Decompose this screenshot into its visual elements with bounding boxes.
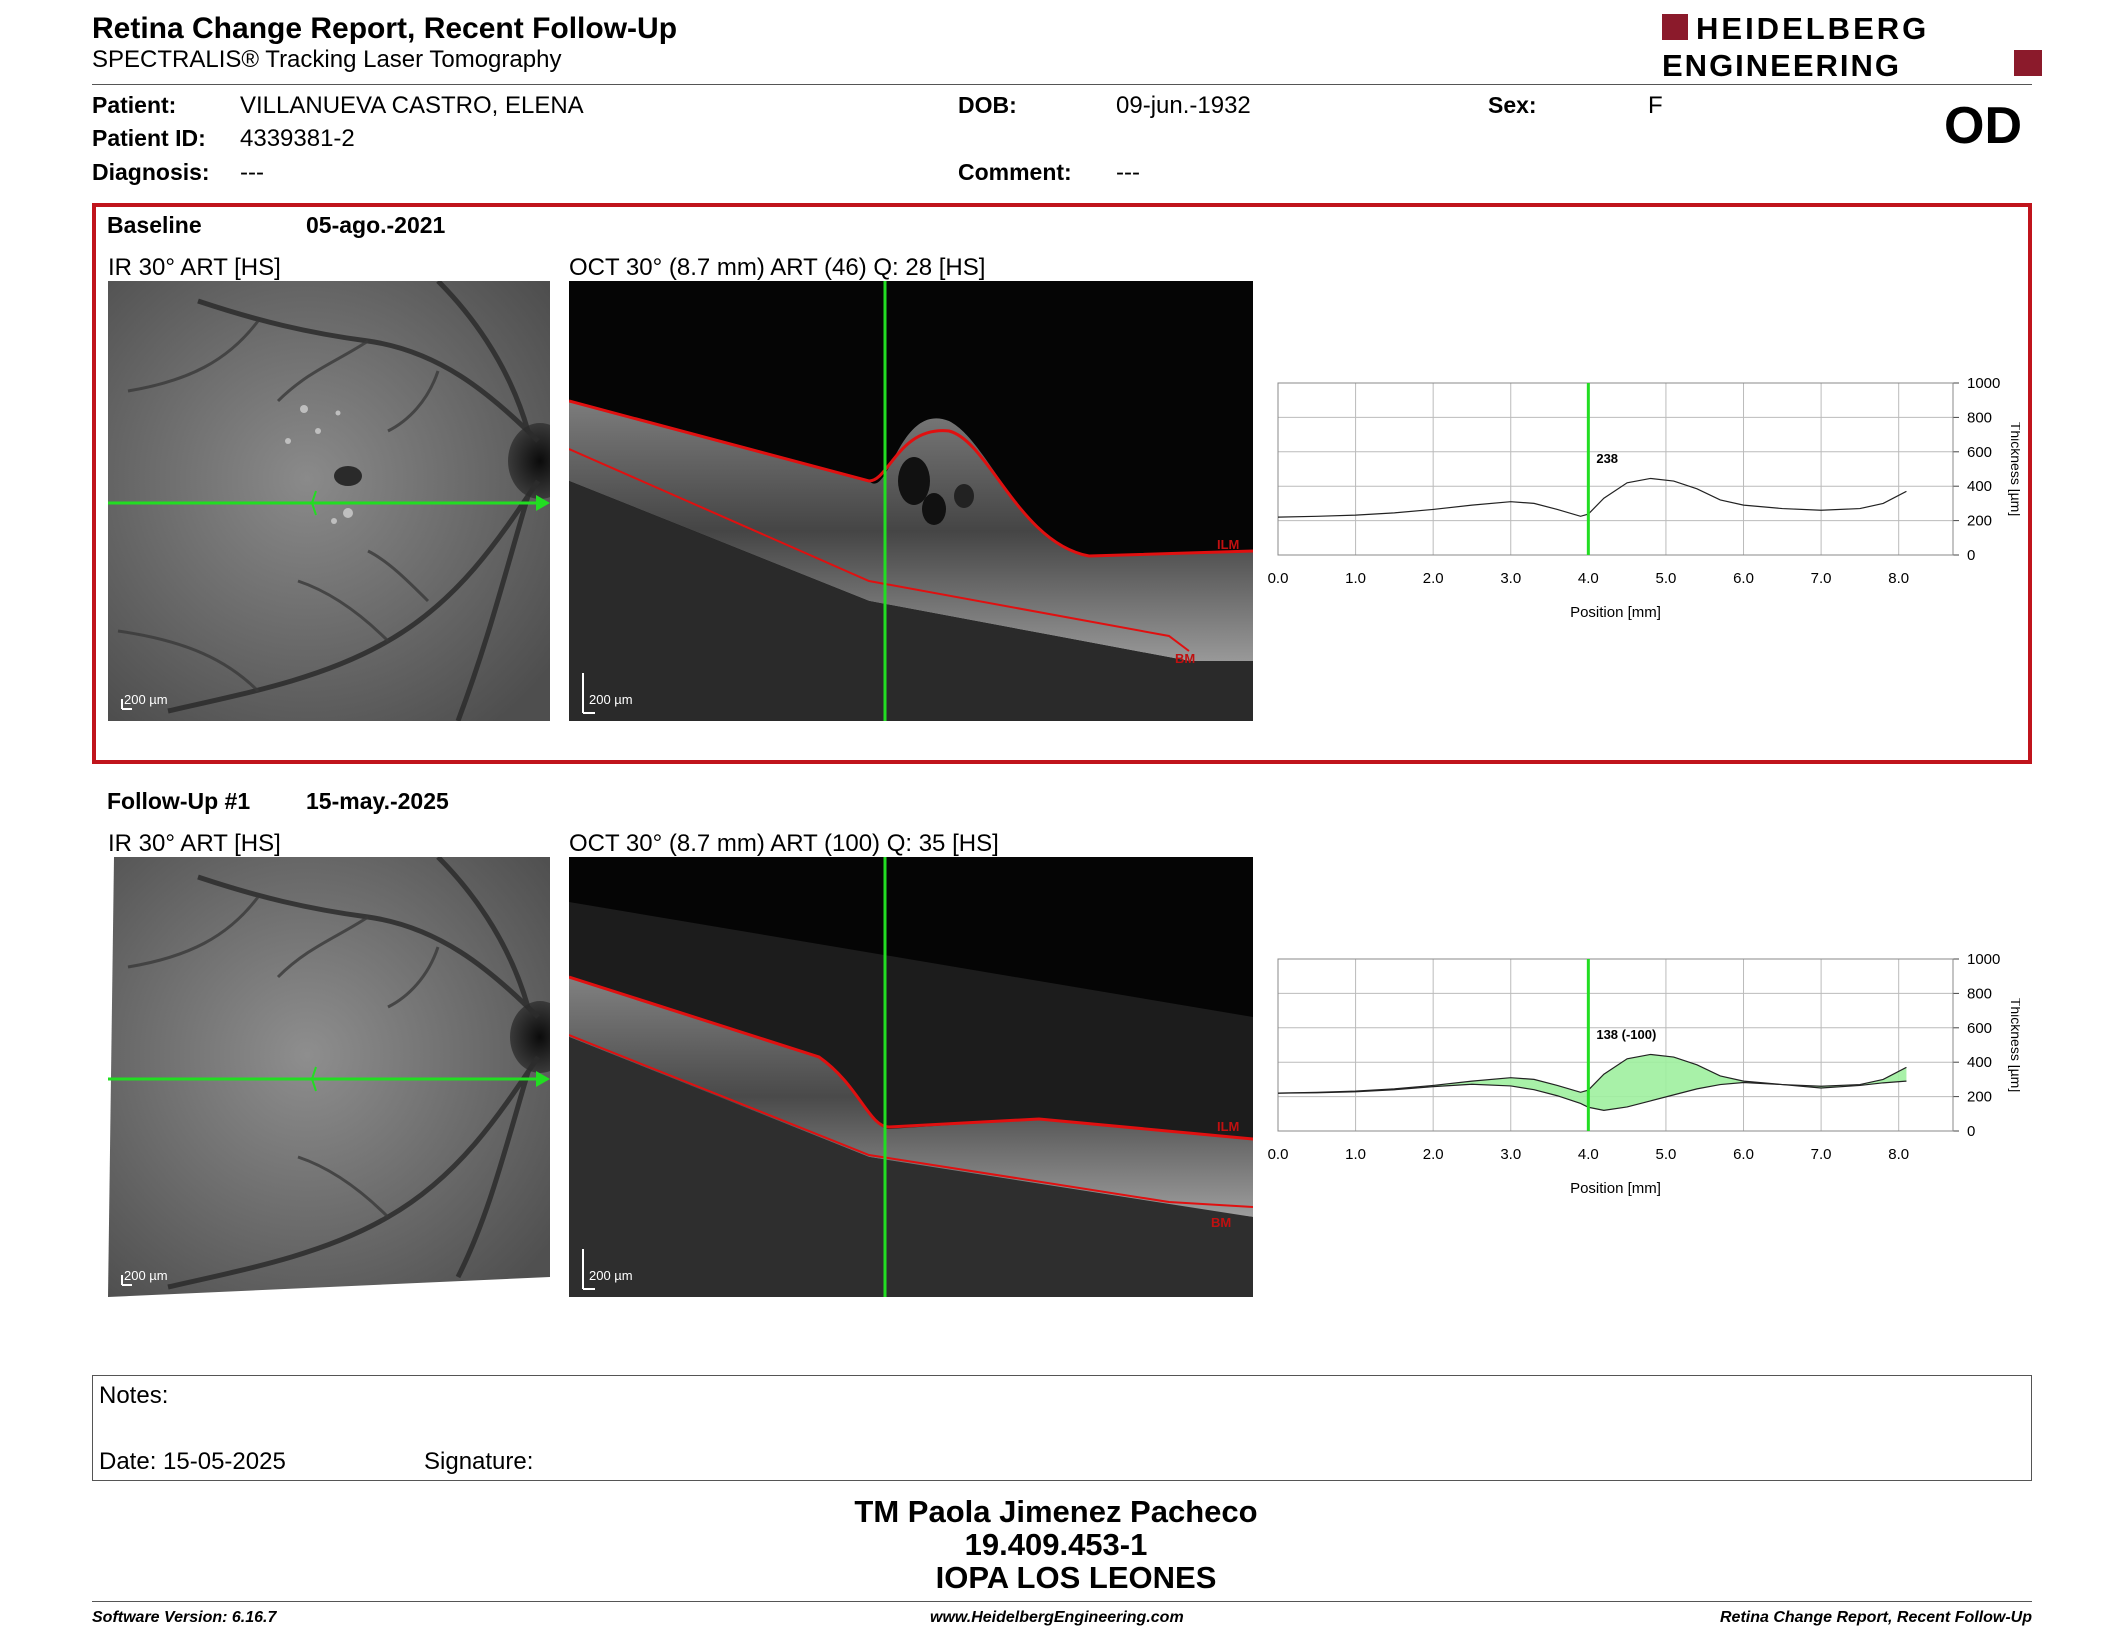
x-tick-label: 6.0 xyxy=(1733,570,1754,587)
y-tick-label: 1000 xyxy=(1967,951,2000,968)
notes-box[interactable]: Notes: Date: 15-05-2025 Signature: xyxy=(92,1375,2032,1481)
followup-oct-scale: 200 µm xyxy=(589,1268,633,1283)
followup-ir-fundus-image[interactable]: 200 µm xyxy=(108,857,550,1297)
footer-rule xyxy=(92,1601,2032,1602)
baseline-oct-bscan-image[interactable]: ILM BM 200 µm xyxy=(569,281,1253,721)
patient-label: Patient: xyxy=(92,92,177,118)
x-axis-label: Position [mm] xyxy=(1570,604,1661,621)
followup-fundus-drawing xyxy=(108,857,550,1297)
heidelberg-logo: HEIDELBERG ENGINEERING xyxy=(1662,11,2042,80)
header-rule xyxy=(92,84,2032,85)
y-tick-label: 600 xyxy=(1967,1020,1992,1037)
eye-indicator: OD xyxy=(1944,97,2022,155)
signature-label: Signature: xyxy=(424,1448,534,1475)
marker-value-label: 238 xyxy=(1596,451,1618,466)
thickness-series-line xyxy=(1277,1080,1907,1111)
plot-frame xyxy=(1277,958,1954,1132)
footer-report-name: Retina Change Report, Recent Follow-Up xyxy=(1719,1609,2032,1626)
x-tick-label: 4.0 xyxy=(1578,1146,1599,1163)
baseline-ir-fundus-image[interactable]: 200 µm xyxy=(108,281,550,721)
y-tick-label: 0 xyxy=(1967,547,1975,564)
followup-bm-label: BM xyxy=(1211,1215,1231,1230)
x-tick-label: 8.0 xyxy=(1888,570,1909,587)
baseline-date: 05-ago.-2021 xyxy=(306,212,446,238)
y-axis-label: Thickness [µm] xyxy=(2008,998,2020,1092)
dob-label: DOB: xyxy=(958,92,1017,118)
diagnosis-label: Diagnosis: xyxy=(92,159,210,185)
signer-id: 19.409.453-1 xyxy=(964,1527,1148,1562)
x-tick-label: 3.0 xyxy=(1500,570,1521,587)
report-title: Retina Change Report, Recent Follow-Up xyxy=(92,12,678,45)
x-tick-label: 4.0 xyxy=(1578,570,1599,587)
baseline-ilm-label: ILM xyxy=(1217,537,1239,552)
patient-id-label: Patient ID: xyxy=(92,125,206,151)
x-tick-label: 1.0 xyxy=(1345,1146,1366,1163)
dob-value: 09-jun.-1932 xyxy=(1116,92,1251,119)
plot-frame xyxy=(1277,382,1954,556)
notes-date: Date: 15-05-2025 xyxy=(99,1448,286,1475)
footer-software-version: Software Version: 6.16.7 xyxy=(92,1609,277,1626)
y-tick-label: 400 xyxy=(1967,478,1992,495)
x-tick-label: 0.0 xyxy=(1268,1146,1289,1163)
signer-name: TM Paola Jimenez Pacheco xyxy=(854,1494,1258,1529)
baseline-bm-label: BM xyxy=(1175,651,1195,666)
followup-oct-caption: OCT 30° (8.7 mm) ART (100) Q: 35 [HS] xyxy=(569,830,999,857)
y-tick-label: 200 xyxy=(1967,513,1992,530)
x-tick-label: 7.0 xyxy=(1811,1146,1832,1163)
y-tick-label: 200 xyxy=(1967,1089,1992,1106)
x-tick-label: 7.0 xyxy=(1811,570,1832,587)
followup-ilm-label: ILM xyxy=(1217,1119,1239,1134)
footer-website-link[interactable]: www.HeidelbergEngineering.com xyxy=(930,1609,1184,1626)
y-tick-label: 1000 xyxy=(1967,375,2000,392)
x-tick-label: 2.0 xyxy=(1423,1146,1444,1163)
x-axis-label: Position [mm] xyxy=(1570,1180,1661,1197)
baseline-ir-caption: IR 30° ART [HS] xyxy=(108,254,281,281)
x-tick-label: 5.0 xyxy=(1656,570,1677,587)
sex-value: F xyxy=(1648,92,1663,119)
followup-date: 15-may.-2025 xyxy=(306,788,449,814)
baseline-highlight-box xyxy=(92,203,2032,764)
baseline-oct-scale: 200 µm xyxy=(589,692,633,707)
baseline-fundus-drawing xyxy=(108,281,550,721)
y-tick-label: 800 xyxy=(1967,409,1992,426)
patient-id: 4339381-2 xyxy=(240,125,355,152)
baseline-oct-drawing: ILM BM xyxy=(569,281,1253,721)
y-axis-label: Thickness [µm] xyxy=(2008,422,2020,516)
followup-ir-caption: IR 30° ART [HS] xyxy=(108,830,281,857)
followup-oct-drawing: ILM BM xyxy=(569,857,1253,1297)
notes-label: Notes: xyxy=(99,1382,169,1409)
comment-value: --- xyxy=(1116,159,1140,186)
x-tick-label: 3.0 xyxy=(1500,1146,1521,1163)
x-tick-label: 2.0 xyxy=(1423,570,1444,587)
diagnosis-value: --- xyxy=(240,159,264,186)
logo-text-1: HEIDELBERG xyxy=(1696,11,1929,46)
signer-org: IOPA LOS LEONES xyxy=(935,1560,1217,1595)
baseline-label: Baseline xyxy=(107,212,202,238)
y-tick-label: 600 xyxy=(1967,444,1992,461)
followup-thickness-chart[interactable]: 0.0 1.0 2.0 3.0 4.0 5.0 6.0 7.0 8.0 1000 800 600 400… xyxy=(1260,941,2020,1211)
baseline-ir-scale: 200 µm xyxy=(124,692,168,707)
followup-label: Follow-Up #1 xyxy=(107,788,251,814)
followup-ir-scale: 200 µm xyxy=(124,1268,168,1283)
y-tick-label: 400 xyxy=(1967,1054,1992,1071)
x-tick-label: 6.0 xyxy=(1733,1146,1754,1163)
x-tick-label: 0.0 xyxy=(1268,570,1289,587)
y-tick-label: 0 xyxy=(1967,1123,1975,1140)
report-subtitle: SPECTRALIS® Tracking Laser Tomography xyxy=(92,46,562,73)
sex-label: Sex: xyxy=(1488,92,1537,118)
baseline-thickness-chart[interactable]: 0.0 1.0 2.0 3.0 4.0 5.0 6.0 7.0 8.0 1000 800 600 400… xyxy=(1260,365,2020,635)
x-tick-label: 8.0 xyxy=(1888,1146,1909,1163)
x-tick-label: 5.0 xyxy=(1656,1146,1677,1163)
baseline-oct-caption: OCT 30° (8.7 mm) ART (46) Q: 28 [HS] xyxy=(569,254,986,281)
followup-oct-bscan-image[interactable]: ILM BM 200 µm xyxy=(569,857,1253,1297)
x-tick-label: 1.0 xyxy=(1345,570,1366,587)
marker-value-label: 138 (-100) xyxy=(1596,1027,1656,1042)
comment-label: Comment: xyxy=(958,159,1072,185)
y-tick-label: 800 xyxy=(1967,985,1992,1002)
thickness-series-line xyxy=(1277,477,1907,518)
patient-name: VILLANUEVA CASTRO, ELENA xyxy=(240,92,584,119)
logo-text-2: ENGINEERING xyxy=(1662,48,1901,80)
difference-area xyxy=(1278,1054,1907,1111)
